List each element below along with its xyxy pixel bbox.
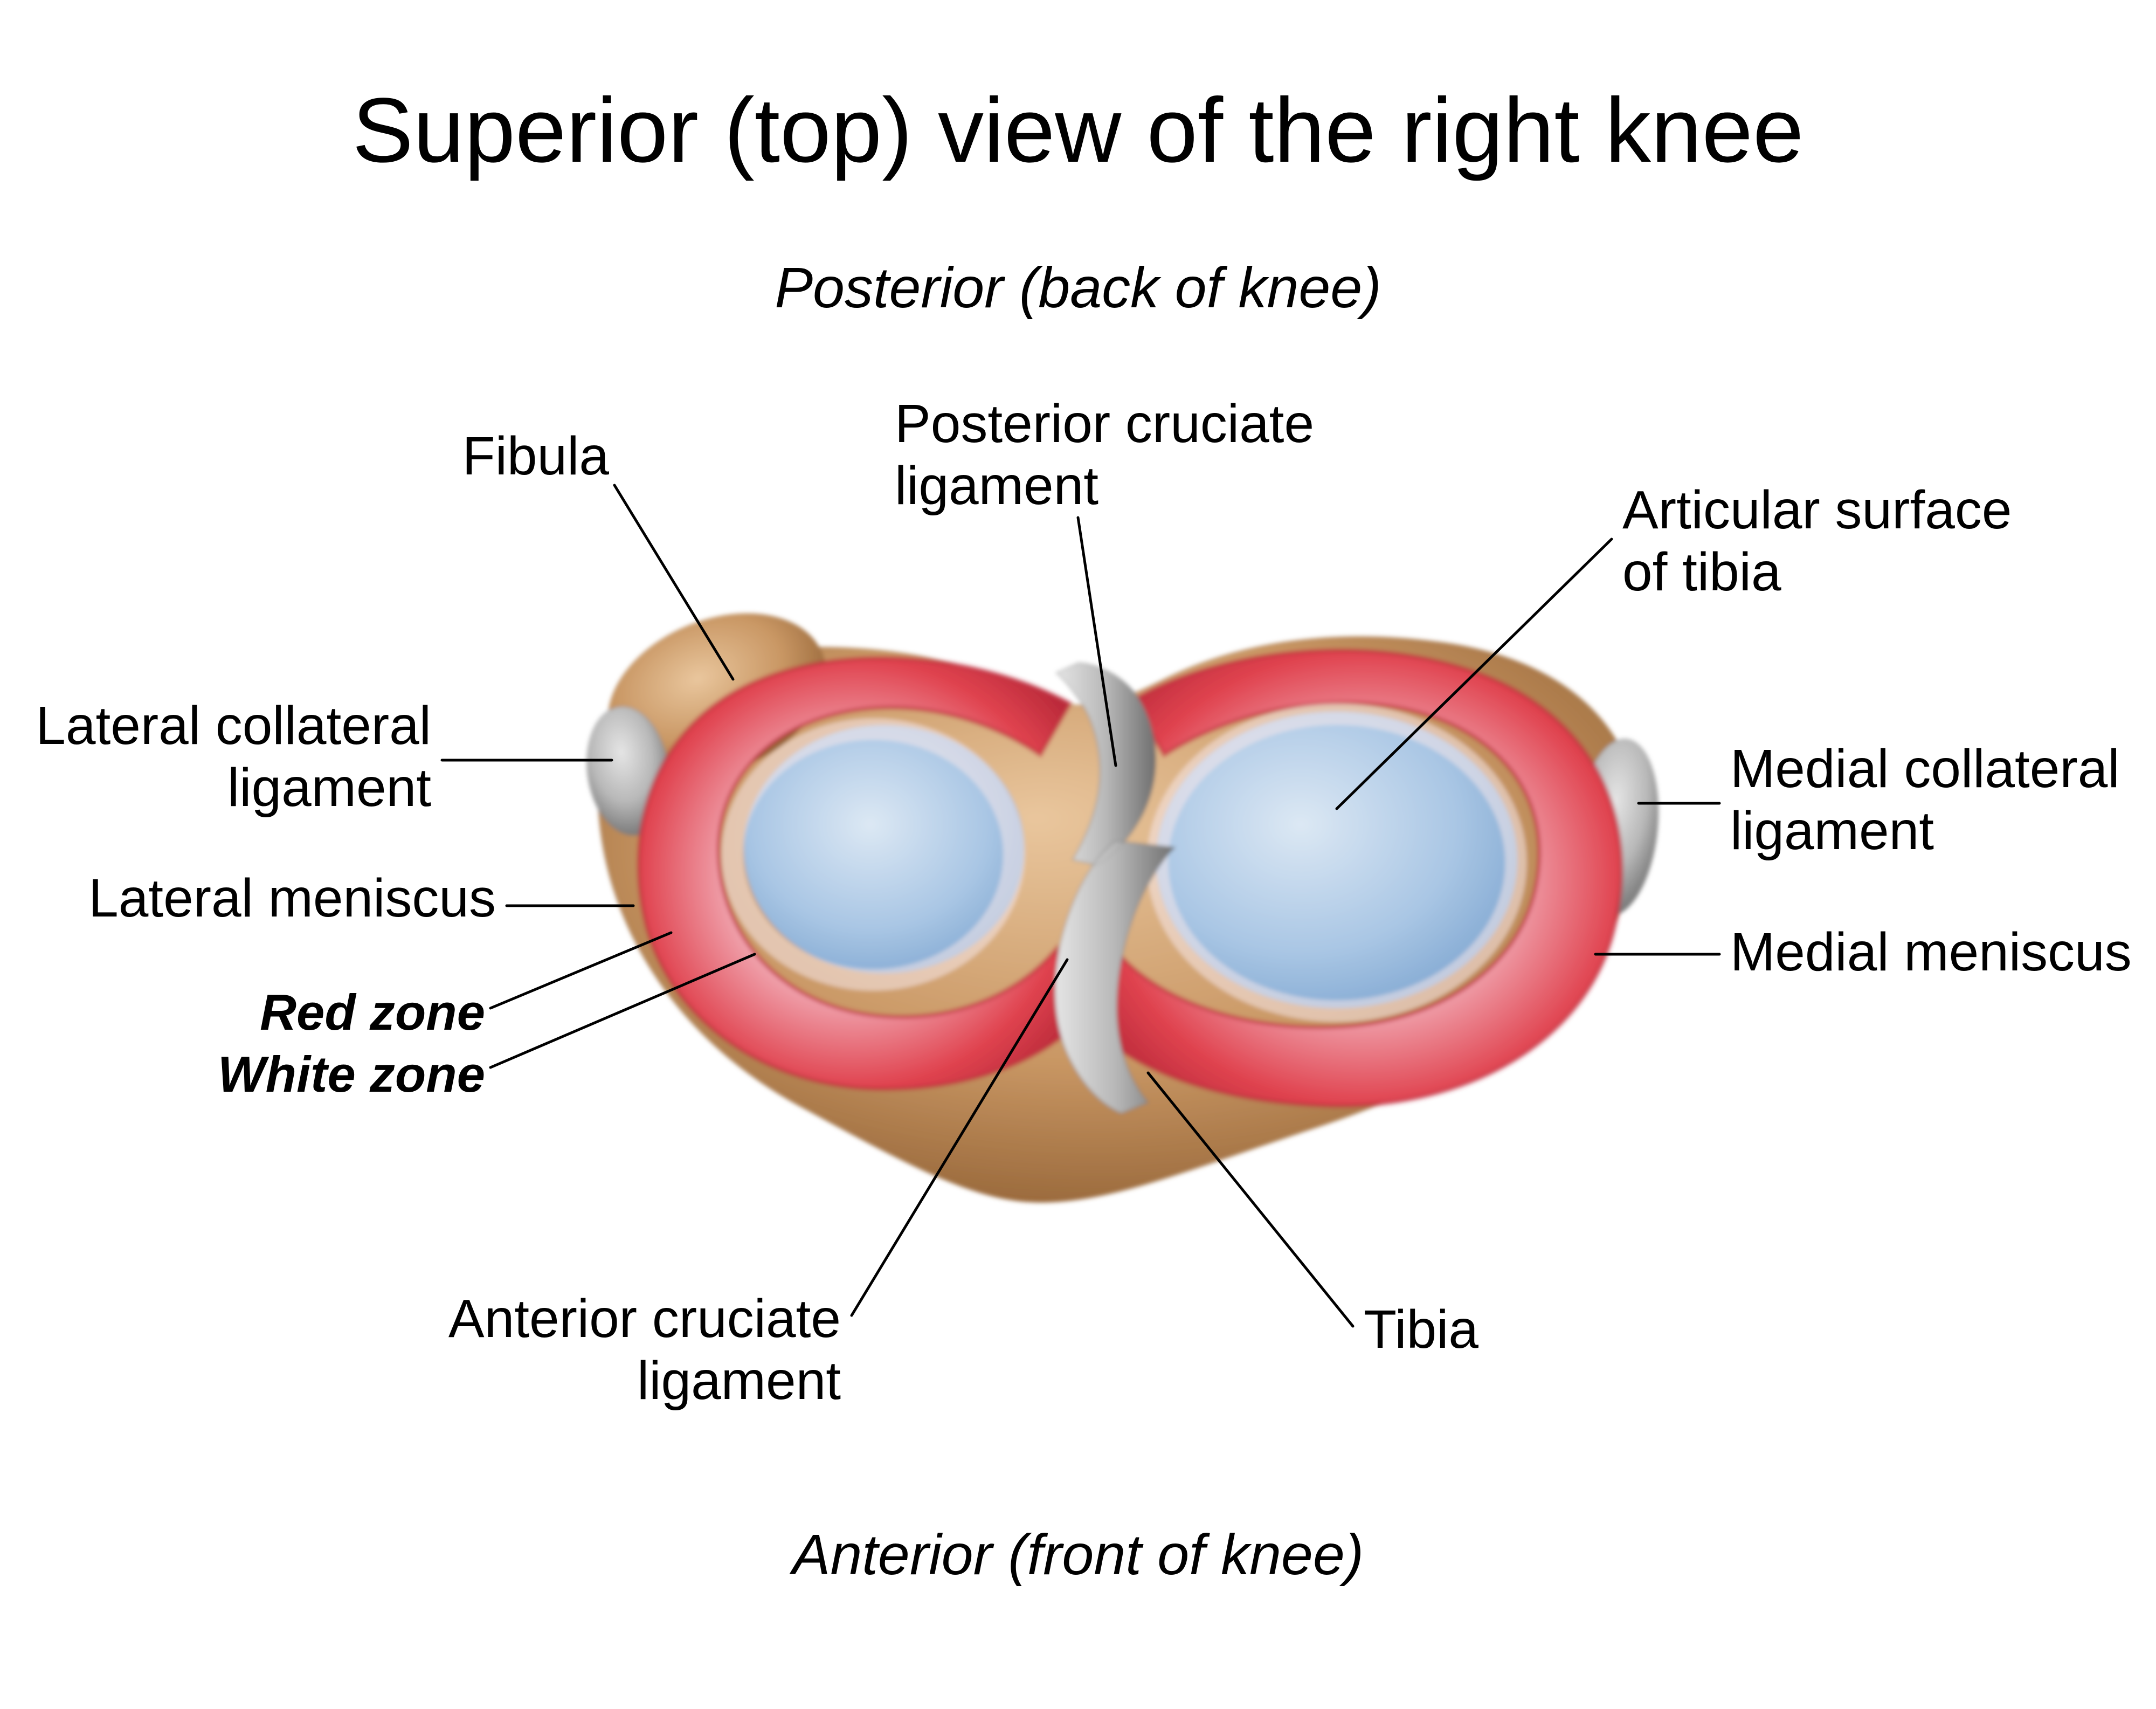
- label-medial-meniscus: Medial meniscus: [1730, 922, 2132, 982]
- diagram-title: Superior (top) view of the right knee: [352, 79, 1803, 182]
- posterior-label: Posterior (back of knee): [775, 256, 1381, 320]
- label-tibia: Tibia: [1364, 1299, 1478, 1360]
- label-white-zone: White zone: [218, 1046, 485, 1102]
- anterior-label: Anterior (front of knee): [789, 1523, 1364, 1587]
- label-fibula: Fibula: [462, 426, 610, 486]
- label-red-zone: Red zone: [260, 984, 485, 1040]
- label-lateral-meniscus: Lateral meniscus: [88, 868, 496, 928]
